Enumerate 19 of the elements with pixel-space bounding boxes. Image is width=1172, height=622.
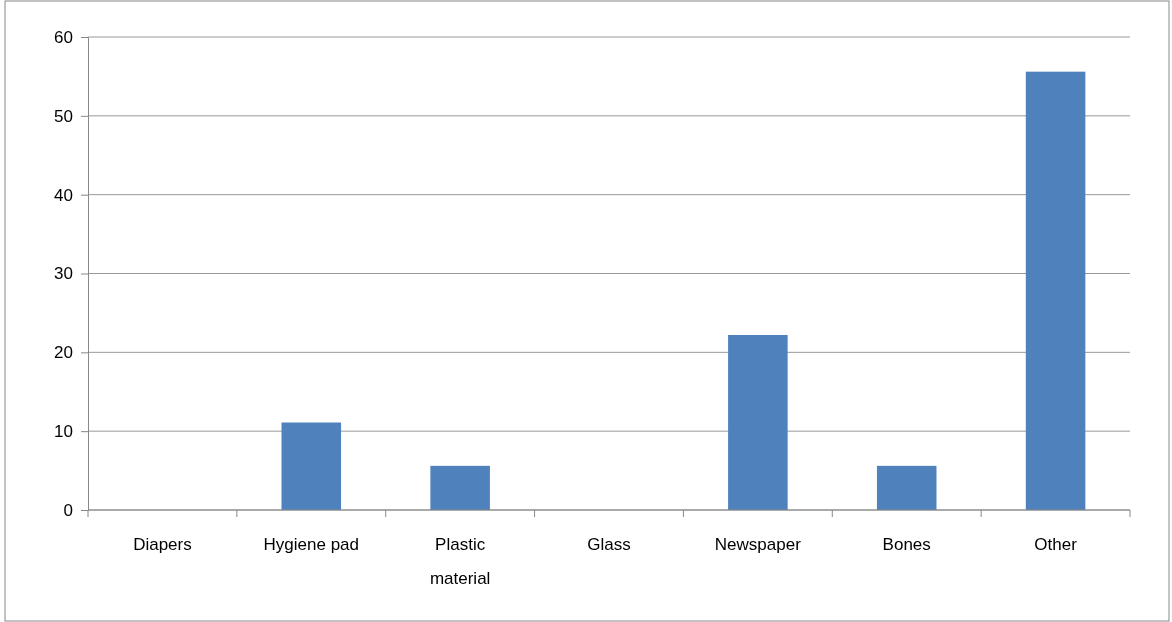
x-tick-label: Hygiene pad — [263, 535, 360, 554]
x-tick-label: Diapers — [133, 535, 192, 554]
bar — [281, 422, 342, 510]
y-tick-label: 20 — [54, 343, 73, 363]
x-tick-label: Glass — [587, 535, 631, 554]
x-tick-label: Other — [1034, 535, 1078, 554]
bar — [876, 465, 937, 510]
bar — [430, 465, 490, 510]
y-tick-label: 30 — [54, 264, 73, 284]
y-tick-label: 40 — [54, 185, 73, 205]
x-tick-label: Plastic material — [429, 535, 491, 588]
y-tick-label: 0 — [63, 500, 73, 520]
bar — [1025, 71, 1086, 510]
y-tick-label: 10 — [54, 422, 73, 442]
bar — [728, 334, 788, 510]
y-tick-label: 60 — [54, 27, 73, 47]
y-tick-label: 50 — [54, 106, 73, 126]
x-tick-label: Newspaper — [714, 535, 802, 554]
x-tick-label: Bones — [882, 535, 931, 554]
